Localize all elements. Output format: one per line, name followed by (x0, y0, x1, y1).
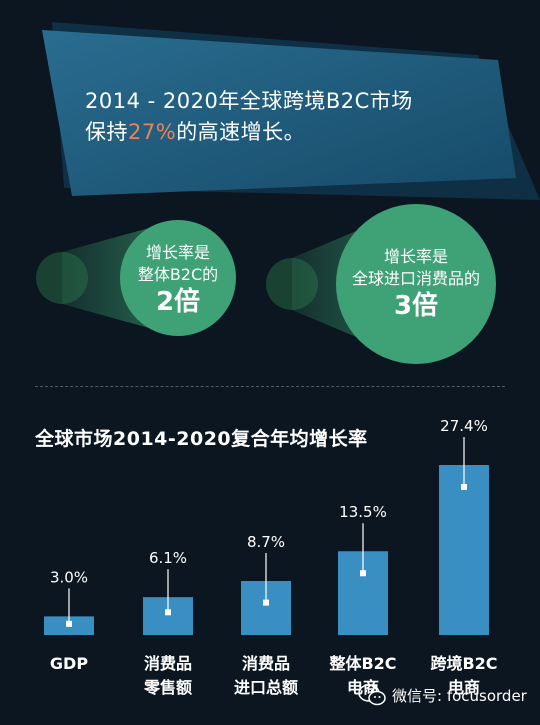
circle-shape (266, 204, 496, 364)
circle-multiplier: 3倍 (393, 291, 439, 321)
bar-value-label: 13.5% (339, 503, 387, 521)
bar-marker (263, 599, 269, 606)
headline-banner (42, 22, 540, 200)
growth-circle-b2c: 增长率是 整体B2C的 2倍 (28, 218, 258, 348)
circle-line1: 增长率是 (145, 243, 210, 262)
bar-marker (360, 570, 366, 577)
circle-line2: 整体B2C的 (137, 265, 219, 284)
headline-line2-post: 的高速增长。 (176, 120, 306, 144)
bar-marker (165, 609, 171, 616)
wechat-icon (358, 684, 386, 706)
category-label: 零售额 (143, 678, 192, 697)
bar-marker (461, 484, 467, 490)
section-divider (35, 386, 505, 387)
category-label: GDP (50, 654, 88, 673)
category-label: 跨境B2C (430, 654, 497, 673)
chart-title: 全球市场2014-2020复合年均增长率 (35, 428, 368, 450)
growth-circle-imports: 增长率是 全球进口消费品的 3倍 (262, 196, 512, 370)
category-label: 消费品 (144, 654, 192, 673)
headline-line2: 保持27%的高速增长。 (85, 117, 505, 148)
circle-text: 增长率是 全球进口消费品的 3倍 (338, 246, 494, 322)
bar-value-label: 6.1% (149, 549, 187, 567)
category-label: 电商 (448, 678, 480, 697)
bar-value-label: 8.7% (247, 533, 285, 551)
circle-shape (36, 220, 236, 336)
bar-value-label: 27.4% (440, 420, 488, 435)
watermark: 微信号: focusorder (358, 684, 527, 706)
bar-value-label: 3.0% (50, 568, 88, 586)
circle-line1: 增长率是 (383, 247, 448, 266)
category-label: 整体B2C (328, 654, 396, 673)
headline-highlight: 27% (128, 120, 177, 144)
category-label: 消费品 (242, 654, 290, 673)
circle-multiplier: 2倍 (155, 287, 201, 317)
circle-line2: 全球进口消费品的 (351, 269, 480, 288)
bar-marker (66, 620, 72, 627)
bar (439, 465, 489, 635)
headline-line2-pre: 保持 (85, 120, 128, 144)
category-label: 电商 (347, 678, 379, 697)
watermark-text: 微信号: focusorder (392, 686, 527, 705)
headline-line1: 2014 - 2020年全球跨境B2C市场 (85, 89, 413, 113)
circle-text: 增长率是 整体B2C的 2倍 (120, 242, 236, 318)
category-label: 进口总额 (234, 678, 298, 697)
headline-text: 2014 - 2020年全球跨境B2C市场 保持27%的高速增长。 (85, 86, 505, 148)
